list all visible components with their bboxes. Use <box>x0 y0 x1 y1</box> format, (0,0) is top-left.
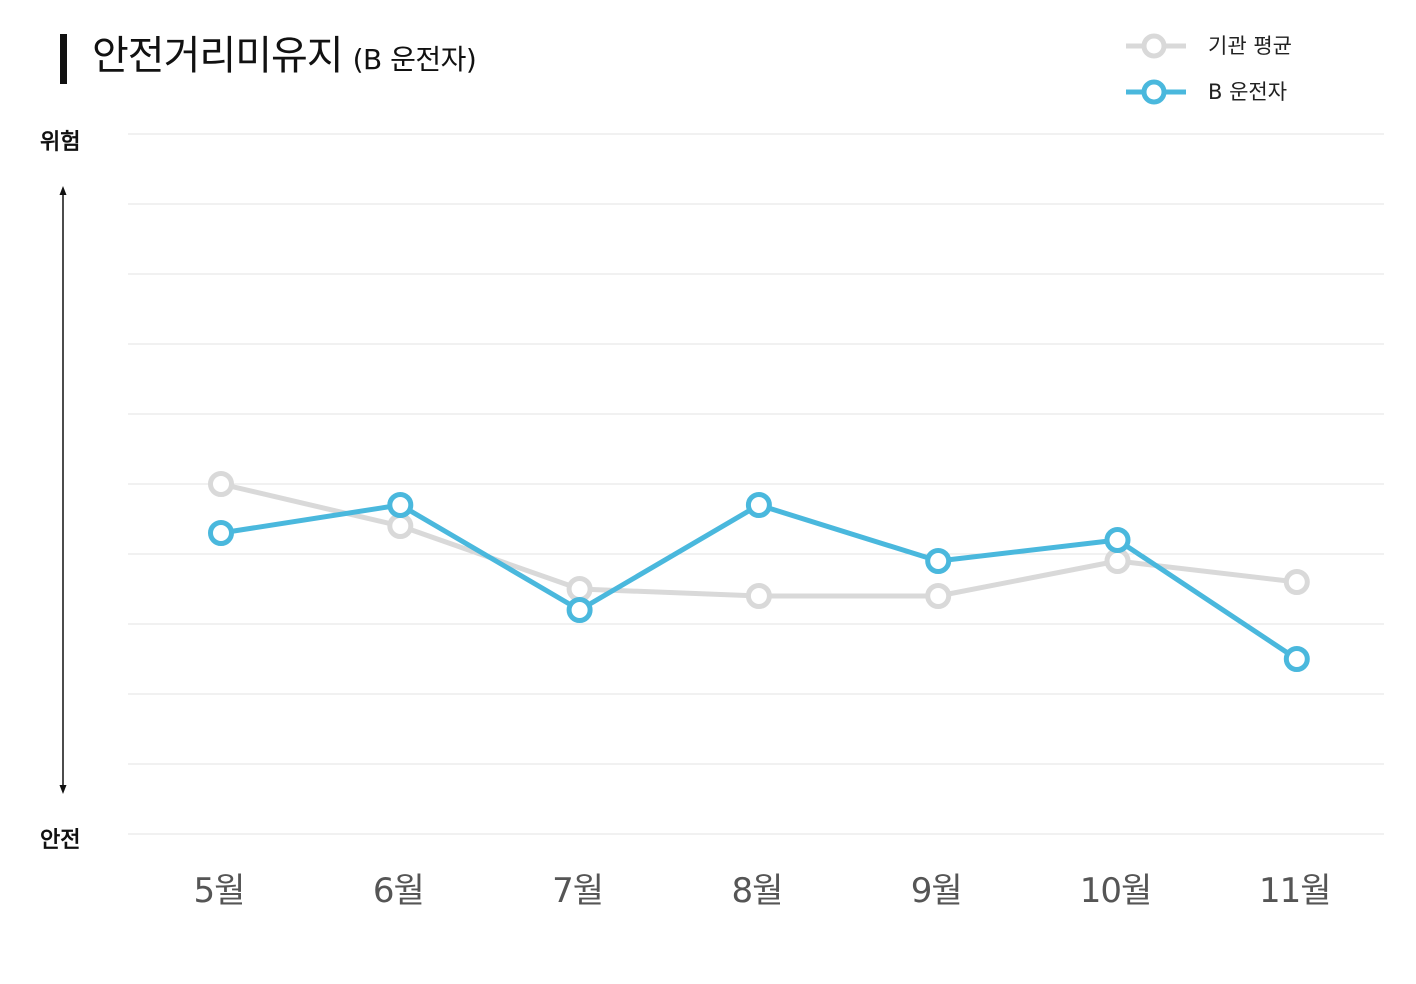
data-point <box>566 576 593 602</box>
legend-swatch-driver-b <box>1126 79 1186 105</box>
legend-item-driver-b: B 운전자 <box>1126 72 1326 118</box>
data-point <box>925 548 952 574</box>
series-layer <box>208 471 1310 672</box>
series-line-1 <box>218 502 1300 662</box>
x-tick-label: 6월 <box>373 871 424 911</box>
x-tick-label: 9월 <box>911 871 962 911</box>
x-tick-label: 11월 <box>1259 871 1331 911</box>
data-point <box>387 513 414 539</box>
legend-item-average: 기관 평균 <box>1126 26 1326 72</box>
data-point <box>387 492 414 518</box>
legend: 기관 평균 B 운전자 <box>1126 26 1326 118</box>
data-point <box>1104 527 1131 553</box>
chart-title-block: 안전거리미유지 (B 운전자) <box>92 28 477 88</box>
data-point <box>745 492 772 518</box>
x-tick-label: 8월 <box>731 871 782 911</box>
series-0 <box>208 471 1310 609</box>
x-tick-label: 5월 <box>194 871 245 911</box>
legend-label-average: 기관 평균 <box>1208 34 1292 58</box>
grid-lines <box>128 133 1384 835</box>
y-axis-top-label: 위험 <box>40 130 81 155</box>
legend-swatch-average <box>1126 33 1186 59</box>
data-point <box>1283 569 1310 595</box>
data-point <box>566 597 593 623</box>
data-point <box>208 520 234 546</box>
data-point <box>1104 548 1131 574</box>
legend-label-driver-b: B 운전자 <box>1208 80 1288 104</box>
data-point <box>208 471 234 497</box>
x-axis-labels: 5월 6월 7월 8월 9월 10월 11월 <box>194 871 1332 911</box>
series-1 <box>208 492 1310 672</box>
data-point <box>1283 646 1310 672</box>
x-tick-label: 7월 <box>552 871 603 911</box>
y-axis-bottom-label: 안전 <box>40 828 81 853</box>
title-accent-bar <box>60 34 67 84</box>
x-tick-label: 10월 <box>1080 871 1152 911</box>
chart-subtitle: (B 운전자) <box>352 43 477 76</box>
chart-title: 안전거리미유지 <box>92 33 344 79</box>
data-point <box>745 583 772 609</box>
y-axis-arrow <box>59 186 67 794</box>
data-point <box>925 583 952 609</box>
